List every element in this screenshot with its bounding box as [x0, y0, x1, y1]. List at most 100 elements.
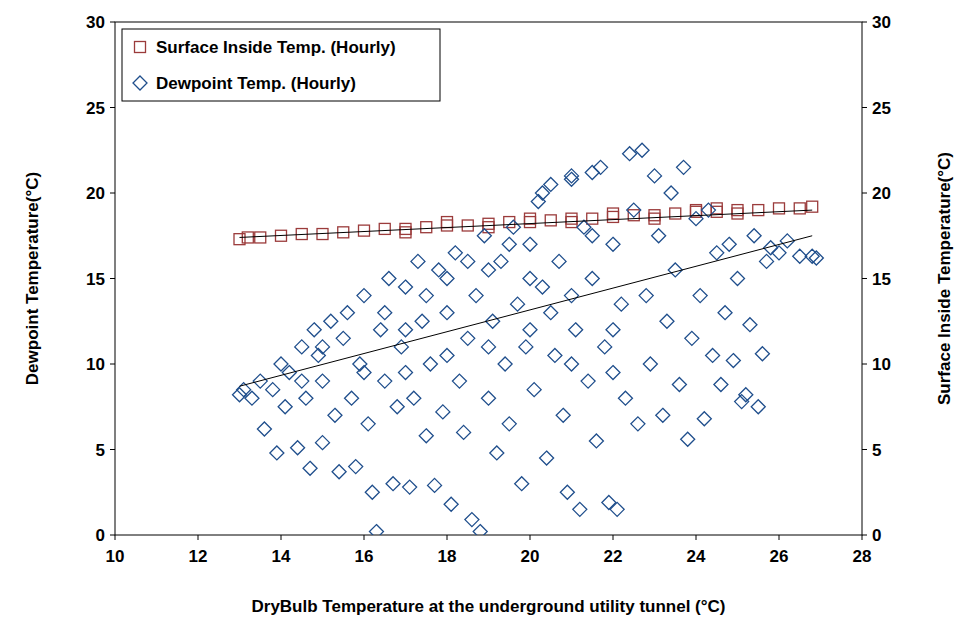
y-tick-label: 30	[86, 13, 105, 32]
y-tick-label: 10	[86, 355, 105, 374]
point	[473, 525, 487, 535]
point	[608, 208, 619, 219]
point	[677, 160, 691, 174]
point	[515, 477, 529, 491]
point	[498, 357, 512, 371]
point	[639, 289, 653, 303]
x-tick	[696, 535, 697, 540]
y2-tick-label: 25	[872, 99, 891, 118]
point	[365, 485, 379, 499]
point	[602, 496, 616, 510]
y-tick	[110, 278, 115, 279]
point	[291, 441, 305, 455]
point	[760, 254, 774, 268]
point	[635, 143, 649, 157]
x-tick-label: 16	[355, 547, 374, 566]
point	[444, 497, 458, 511]
point	[490, 446, 504, 460]
point	[527, 383, 541, 397]
point	[266, 383, 280, 397]
point	[523, 323, 537, 337]
point	[540, 451, 554, 465]
point	[378, 306, 392, 320]
point	[403, 480, 417, 494]
y-axis-title: Dewpoint Temperature(°C)	[23, 172, 42, 385]
x-tick	[530, 535, 531, 540]
point	[652, 229, 666, 243]
x-tick-label: 10	[106, 547, 125, 566]
point	[482, 391, 496, 405]
point	[714, 378, 728, 392]
point	[374, 323, 388, 337]
x-axis-title: DryBulb Temperature at the underground u…	[252, 597, 726, 616]
point	[545, 215, 556, 226]
point	[649, 210, 660, 221]
point	[747, 229, 761, 243]
point	[390, 400, 404, 414]
x-tick-label: 26	[770, 547, 789, 566]
legend-box	[122, 29, 440, 101]
point	[295, 374, 309, 388]
point	[255, 232, 266, 243]
point	[556, 408, 570, 422]
point	[631, 417, 645, 431]
x-tick-label: 18	[438, 547, 457, 566]
point	[689, 212, 703, 226]
point	[257, 422, 271, 436]
point	[399, 323, 413, 337]
point	[535, 186, 549, 200]
point	[710, 246, 724, 260]
point	[506, 220, 520, 234]
point	[739, 388, 753, 402]
plot-frame	[115, 22, 862, 535]
point	[282, 366, 296, 380]
point	[316, 340, 330, 354]
point	[618, 391, 632, 405]
legend-marker	[133, 76, 147, 90]
y2-tick-label: 30	[872, 13, 891, 32]
point	[316, 374, 330, 388]
point	[270, 446, 284, 460]
point	[440, 306, 454, 320]
point	[649, 213, 660, 224]
chart: 1012141618202224262805101520253005101520…	[0, 0, 977, 638]
point	[697, 412, 711, 426]
plot-area	[233, 143, 824, 535]
point	[359, 225, 370, 236]
x-tick	[779, 535, 780, 540]
point	[462, 220, 473, 231]
y-tick	[110, 364, 115, 365]
y2-axis-title: Surface Inside Temperature(°C)	[935, 152, 954, 405]
y-tick	[110, 449, 115, 450]
point	[548, 348, 562, 362]
point	[722, 237, 736, 251]
point	[585, 229, 599, 243]
point	[328, 408, 342, 422]
point	[469, 289, 483, 303]
background	[0, 0, 977, 638]
point	[585, 165, 599, 179]
y2-tick	[862, 193, 867, 194]
point	[465, 513, 479, 527]
point	[442, 217, 453, 228]
point	[436, 405, 450, 419]
point	[772, 246, 786, 260]
point	[442, 220, 453, 231]
point	[685, 331, 699, 345]
point	[560, 485, 574, 499]
point	[706, 348, 720, 362]
y-tick-label: 15	[86, 270, 105, 289]
point	[428, 478, 442, 492]
point	[504, 217, 515, 228]
y2-tick	[862, 278, 867, 279]
point	[670, 208, 681, 219]
point	[345, 391, 359, 405]
point	[382, 272, 396, 286]
point	[643, 357, 657, 371]
point	[278, 400, 292, 414]
point	[606, 366, 620, 380]
x-tick-label: 14	[272, 547, 291, 566]
point	[660, 314, 674, 328]
point	[525, 213, 536, 224]
point	[419, 289, 433, 303]
